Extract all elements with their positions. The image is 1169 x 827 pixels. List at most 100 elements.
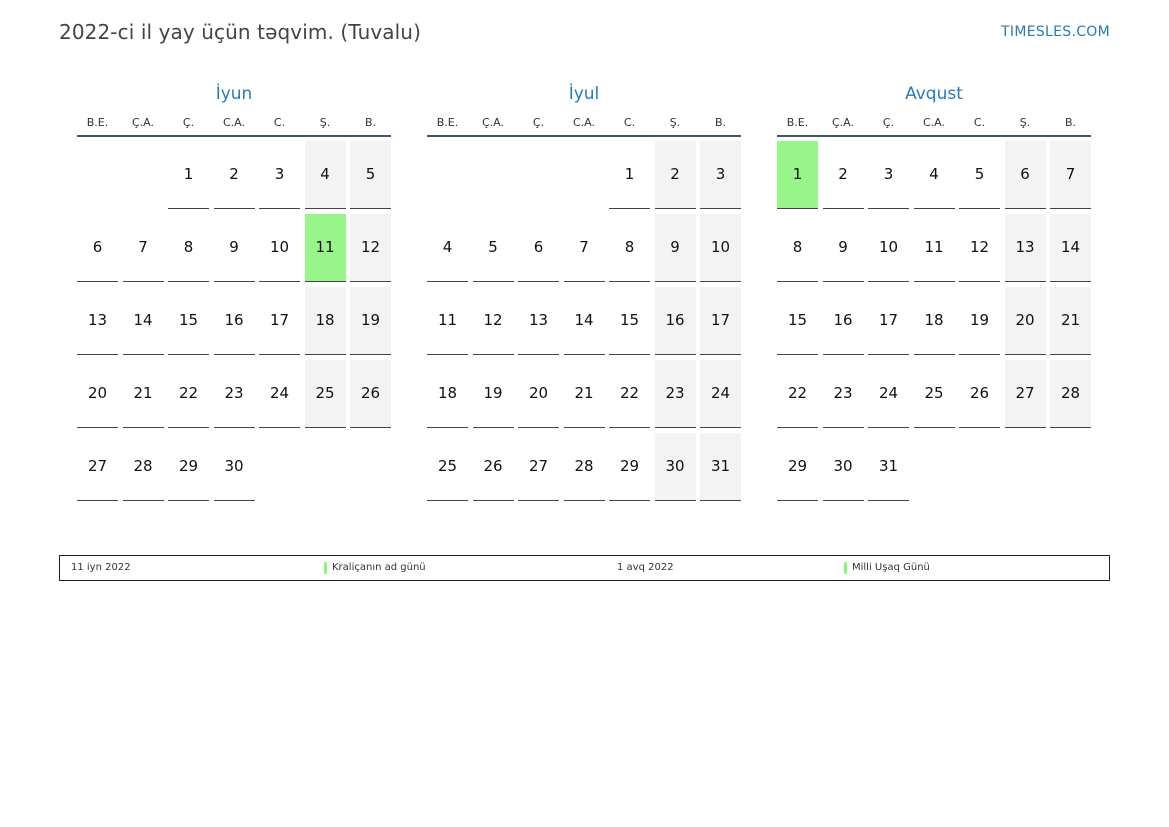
day-cell: 3 <box>700 141 741 209</box>
day-cell: 18 <box>304 287 346 355</box>
day-cell: 10 <box>700 214 741 282</box>
day-cell: 11 <box>427 287 468 355</box>
day-cell: 11 <box>913 214 955 282</box>
day-cell: 2 <box>654 141 696 209</box>
day-cell: 22 <box>609 360 650 428</box>
day-cell: 4 <box>304 141 346 209</box>
weekday-label: B.E. <box>86 116 109 129</box>
day-cell: 22 <box>168 360 209 428</box>
day-cell: 7 <box>122 214 164 282</box>
weekday-label: B. <box>714 116 727 129</box>
day-cell: 21 <box>563 360 605 428</box>
day-cell: 25 <box>913 360 955 428</box>
day-cell: 30 <box>213 433 255 501</box>
day-cell: 29 <box>777 433 818 501</box>
day-cell: 23 <box>654 360 696 428</box>
legend-date-2: 1 avq 2022 <box>617 562 674 573</box>
day-cell: 22 <box>777 360 818 428</box>
weekday-label: Ç. <box>182 116 195 129</box>
day-cell: 14 <box>563 287 605 355</box>
day-cell: 17 <box>868 287 909 355</box>
day-cell: 15 <box>168 287 209 355</box>
day-cell: 19 <box>472 360 514 428</box>
weekday-label: Ç.A. <box>131 116 154 129</box>
day-cell: 21 <box>122 360 164 428</box>
day-cell: 4 <box>427 214 468 282</box>
day-cell: 5 <box>959 141 1000 209</box>
day-cell: 5 <box>472 214 514 282</box>
month-name: İyul <box>568 84 600 104</box>
day-cell: 12 <box>350 214 391 282</box>
day-cell: 20 <box>518 360 559 428</box>
weekday-label: C.A. <box>572 116 595 129</box>
weekday-label: Ş. <box>319 116 331 129</box>
day-cell: 8 <box>777 214 818 282</box>
day-cell: 8 <box>609 214 650 282</box>
day-cell: 12 <box>959 214 1000 282</box>
empty-cell <box>123 141 164 209</box>
day-cell: 1 <box>609 141 650 209</box>
day-cell: 3 <box>259 141 300 209</box>
weekday-header: B.E. Ç.A. Ç. C.A. C. Ş. B. <box>427 113 741 137</box>
weekday-label: C.A. <box>922 116 945 129</box>
month-name: Avqust <box>905 84 963 104</box>
weekday-header: B.E. Ç.A. Ç. C.A. C. Ş. B. <box>777 113 1091 137</box>
day-cell: 17 <box>700 287 741 355</box>
day-cell: 18 <box>913 287 955 355</box>
day-cell: 29 <box>609 433 650 501</box>
empty-cell <box>427 141 468 209</box>
day-cell: 9 <box>654 214 696 282</box>
day-cell: 9 <box>822 214 864 282</box>
day-cell: 13 <box>518 287 559 355</box>
day-cell: 6 <box>518 214 559 282</box>
weekday-label: Ş. <box>669 116 681 129</box>
holiday-day-cell: 11 <box>304 214 346 282</box>
day-cell: 9 <box>213 214 255 282</box>
day-cell: 15 <box>777 287 818 355</box>
day-cell: 20 <box>1004 287 1046 355</box>
day-cell: 2 <box>822 141 864 209</box>
empty-cell <box>518 141 559 209</box>
day-cell: 16 <box>654 287 696 355</box>
day-cell: 20 <box>77 360 118 428</box>
weekday-label: Ş. <box>1019 116 1031 129</box>
day-cell: 17 <box>259 287 300 355</box>
day-cell: 13 <box>77 287 118 355</box>
day-cell: 4 <box>913 141 955 209</box>
month-calendar: İyul B.E. Ç.A. Ç. C.A. C. Ş. B. 1 2 3 4 5 6 7 8 9 10 11 12 1… <box>427 82 741 501</box>
brand-link[interactable]: TIMESLES.COM <box>1001 24 1110 40</box>
day-cell: 14 <box>122 287 164 355</box>
day-cell: 25 <box>427 433 468 501</box>
day-cell: 16 <box>822 287 864 355</box>
day-cell: 5 <box>350 141 391 209</box>
day-cell: 31 <box>868 433 909 501</box>
day-cell: 16 <box>213 287 255 355</box>
holiday-legend: 11 iyn 2022 Kraliçanın ad günü 1 avq 202… <box>59 555 1110 581</box>
day-cell: 10 <box>868 214 909 282</box>
day-cell: 8 <box>168 214 209 282</box>
day-cell: 18 <box>427 360 468 428</box>
day-cell: 6 <box>1004 141 1046 209</box>
day-cell: 26 <box>350 360 391 428</box>
page-title: 2022-ci il yay üçün təqvim. (Tuvalu) <box>59 20 421 44</box>
day-cell: 23 <box>822 360 864 428</box>
day-cell: 10 <box>259 214 300 282</box>
weekday-label: B. <box>1064 116 1077 129</box>
legend-name-1: Kraliçanın ad günü <box>332 562 426 573</box>
weekday-label: B.E. <box>436 116 459 129</box>
weekday-label: Ç. <box>532 116 545 129</box>
day-cell: 28 <box>563 433 605 501</box>
day-cell: 12 <box>472 287 514 355</box>
day-cell: 27 <box>77 433 118 501</box>
day-cell: 27 <box>518 433 559 501</box>
day-cell: 24 <box>868 360 909 428</box>
day-cell: 7 <box>563 214 605 282</box>
day-cell: 19 <box>959 287 1000 355</box>
month-calendar: Avqust B.E. Ç.A. Ç. C.A. C. Ş. B. 1 2 3 4 5 6 7 8 9 10 11 1… <box>777 82 1091 501</box>
day-cell: 28 <box>1050 360 1091 428</box>
day-cell: 30 <box>822 433 864 501</box>
day-cell: 29 <box>168 433 209 501</box>
day-cell: 1 <box>168 141 209 209</box>
days-grid: 1 2 3 4 5 6 7 8 9 10 11 12 13 14 15 16 17 18 19 20 21 22 23 24 2… <box>427 141 741 501</box>
weekday-label: C. <box>273 116 286 129</box>
